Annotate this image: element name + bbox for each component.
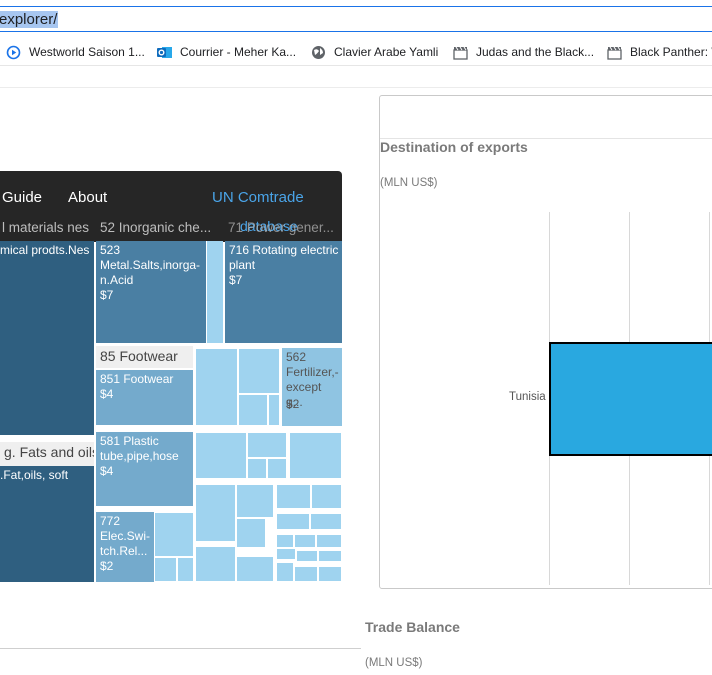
bookmark-westworld[interactable]: Westworld Saison 1... [6, 43, 145, 61]
tile-small[interactable] [247, 432, 287, 458]
play-circle-icon [6, 45, 21, 60]
tile-small[interactable] [238, 348, 280, 394]
treemap-nav-bar: Guide About UN Comtrade database l mater… [0, 171, 342, 242]
tile-small[interactable] [276, 548, 296, 560]
category-label-materials: l materials nes [2, 220, 90, 235]
tile-label: mical prodts.Nes [0, 243, 90, 257]
category-label-power: 71 Power gener... [228, 220, 334, 235]
tile-small[interactable] [294, 566, 318, 582]
tile-small[interactable] [154, 512, 194, 557]
tile-small[interactable] [154, 557, 177, 582]
tile-small[interactable] [296, 550, 318, 562]
tile-label: 523 Metal.Salts,inorga- n.Acid [100, 243, 201, 287]
bookmark-black-panther[interactable]: Black Panther: W [607, 43, 712, 61]
category-header-fats-oils: g. Fats and oils [0, 442, 94, 466]
url-field[interactable]: explorer/ [0, 6, 712, 32]
tile-chemical-products[interactable]: mical prodts.Nes [0, 241, 94, 435]
tile-small[interactable] [206, 241, 223, 343]
tile-value: $2 [100, 559, 114, 573]
address-bar: explorer/ [0, 0, 712, 41]
tile-small[interactable] [195, 484, 236, 542]
category-header-footwear: 85 Footwear [96, 346, 193, 368]
tile-small[interactable] [318, 566, 342, 582]
tile-label: 716 Rotating electric plant [229, 243, 339, 272]
tile-label: 581 Plastic tube,pipe,hose [100, 434, 179, 463]
tile-label: 851 Footwear [100, 372, 174, 386]
section-divider [0, 648, 361, 649]
clapperboard-icon [607, 45, 622, 60]
bookmark-label: Judas and the Black... [476, 45, 595, 59]
bookmark-label: Westworld Saison 1... [29, 45, 145, 59]
tile-small[interactable] [289, 432, 342, 479]
tile-small[interactable] [247, 458, 267, 479]
tile-small[interactable] [267, 458, 287, 479]
tile-small[interactable] [195, 432, 247, 479]
trade-balance-title: Trade Balance [365, 619, 460, 635]
tile-small[interactable] [276, 534, 294, 548]
y-tick-label: Tunisia [509, 391, 546, 403]
tile-value: $7 [100, 288, 114, 302]
tile-label: .Fat,oils, soft [0, 468, 69, 482]
globe-icon [311, 45, 326, 60]
tile-small[interactable] [276, 484, 311, 509]
tile-small[interactable] [236, 518, 266, 548]
tile-small[interactable] [310, 513, 342, 530]
nav-database-link[interactable]: database [240, 218, 298, 234]
tile-value: $4 [100, 464, 114, 478]
panel-divider [380, 138, 712, 139]
header-divider [0, 87, 712, 88]
tile-small[interactable] [236, 556, 274, 582]
trade-balance-unit: (MLN US$) [365, 657, 423, 669]
nav-guide-link[interactable]: Guide [2, 189, 43, 206]
tile-small[interactable] [177, 557, 194, 582]
tile-footwear[interactable]: 851 Footwear $4 [96, 370, 193, 425]
bookmark-label: Courrier - Meher Ka... [180, 45, 297, 59]
tile-small[interactable] [276, 513, 310, 530]
url-text[interactable]: explorer/ [0, 11, 59, 28]
tile-fertilizer[interactable]: 562 Fertilizer,- except g... $2 [282, 348, 342, 426]
tile-value: $4 [100, 387, 114, 401]
bookmark-clavier[interactable]: Clavier Arabe Yamli [311, 43, 438, 61]
tile-fats-oils-soft[interactable]: .Fat,oils, soft [0, 466, 94, 582]
bookmark-label: Clavier Arabe Yamli [334, 45, 439, 59]
exports-chart-title: Destination of exports [380, 139, 528, 155]
tile-small[interactable] [238, 394, 268, 426]
tile-label: 562 Fertilizer,- except g... [286, 350, 339, 409]
tile-rotating-electric-plant[interactable]: 716 Rotating electric plant $7 [225, 241, 342, 343]
bookmark-label: Black Panther: W [630, 45, 712, 59]
tile-small[interactable] [268, 394, 280, 426]
bookmark-judas[interactable]: Judas and the Black... [453, 43, 594, 61]
tile-small[interactable] [276, 562, 294, 582]
clapperboard-icon [453, 45, 468, 60]
nav-about-link[interactable]: About [68, 189, 108, 206]
tile-small[interactable] [195, 546, 236, 582]
tile-plastic-tube[interactable]: 581 Plastic tube,pipe,hose $4 [96, 432, 193, 506]
outlook-icon [157, 45, 172, 60]
bar-tunisia[interactable] [549, 342, 712, 456]
tile-small[interactable] [195, 348, 238, 426]
tile-value: $2 [286, 397, 300, 411]
tile-elec-switch[interactable]: 772 Elec.Swi- tch.Rel... $2 [96, 512, 154, 582]
tile-small[interactable] [236, 484, 274, 518]
tile-small[interactable] [294, 534, 316, 548]
nav-un-comtrade-link[interactable]: UN Comtrade [212, 189, 304, 206]
tile-label: 772 Elec.Swi- tch.Rel... [100, 514, 151, 558]
category-label-inorganic: 52 Inorganic che... [100, 220, 212, 235]
tile-inorganic-salts[interactable]: 523 Metal.Salts,inorga- n.Acid $7 [96, 241, 206, 343]
bookmarks-bar: Westworld Saison 1... Courrier - Meher K… [0, 40, 712, 66]
tile-small[interactable] [311, 484, 342, 509]
tile-value: $7 [229, 273, 243, 287]
exports-chart-unit: (MLN US$) [380, 177, 438, 189]
tile-small[interactable] [318, 550, 342, 562]
bookmark-courrier[interactable]: Courrier - Meher Ka... [157, 43, 296, 61]
tile-small[interactable] [316, 534, 342, 548]
